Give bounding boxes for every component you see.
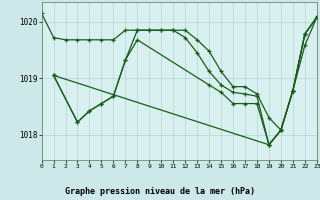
Text: Graphe pression niveau de la mer (hPa): Graphe pression niveau de la mer (hPa) [65, 187, 255, 196]
